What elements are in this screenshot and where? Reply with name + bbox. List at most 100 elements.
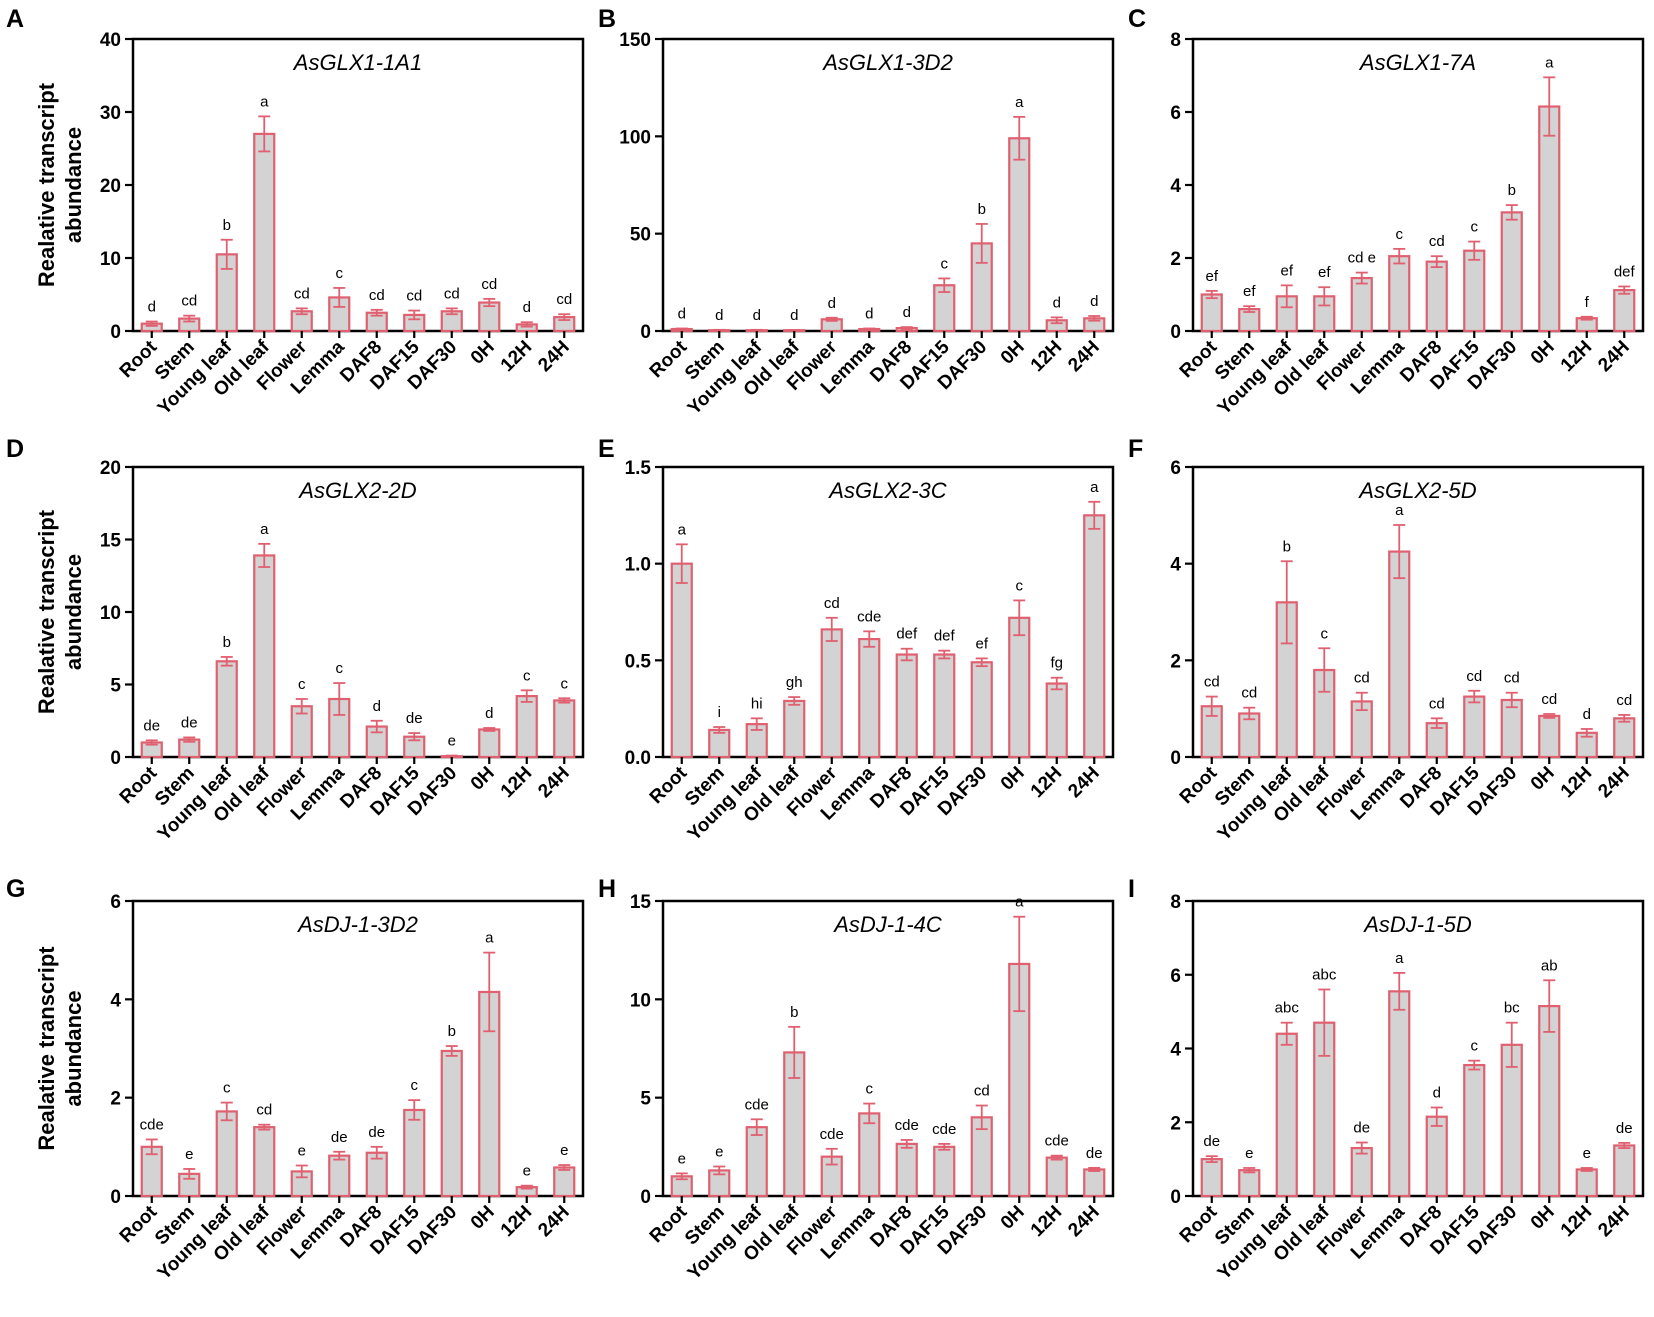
y-tick-label: 8 [1170, 30, 1181, 51]
significance-label: e [1583, 1145, 1591, 1162]
y-tick-label: 8 [1170, 892, 1181, 913]
bar [253, 554, 276, 759]
panel-letter: G [6, 875, 25, 903]
bar [1350, 276, 1373, 333]
y-axis-label-line1: Realative transcript [34, 509, 59, 714]
significance-label: cde [895, 1117, 919, 1134]
panel-letter: B [598, 5, 616, 33]
significance-label: gh [786, 674, 803, 691]
y-tick-label: 20 [100, 176, 121, 197]
y-tick-label: 4 [1170, 176, 1181, 197]
y-tick-label: 6 [1170, 103, 1181, 124]
bar [1538, 105, 1561, 333]
significance-label: ef [1280, 262, 1293, 279]
significance-label: d [1090, 293, 1098, 310]
significance-label: cd [1466, 668, 1482, 685]
significance-label: cde [140, 1116, 164, 1133]
bar [1200, 1158, 1223, 1198]
significance-label: b [1283, 538, 1291, 555]
bar [553, 699, 576, 759]
bar [933, 1145, 956, 1198]
significance-label: cd [181, 293, 197, 310]
bar [1425, 260, 1448, 333]
y-tick-label: 5 [640, 1089, 651, 1110]
panel-letter: D [6, 435, 24, 463]
significance-label: de [181, 714, 198, 731]
panel-letter: C [1128, 5, 1146, 33]
significance-label: cd [406, 288, 422, 305]
x-tick-label: 12H [1557, 1202, 1596, 1241]
x-tick-label: 24H [1064, 1202, 1103, 1241]
significance-label: cd [369, 287, 385, 304]
significance-label: b [223, 217, 231, 234]
significance-label: cd [294, 285, 310, 302]
x-tick-label: 0H [997, 337, 1029, 369]
chart-title: AsGLX2-3C [827, 478, 946, 503]
bar [1500, 698, 1523, 759]
x-tick-label: 0H [467, 337, 499, 369]
y-tick-label: 0 [110, 748, 121, 769]
bar [1463, 1063, 1486, 1198]
y-tick-label: 10 [630, 990, 651, 1011]
bar [745, 1126, 768, 1198]
y-tick-label: 0 [110, 1187, 121, 1208]
bar [708, 728, 731, 759]
bar [215, 660, 238, 759]
significance-label: cd [1429, 233, 1445, 250]
significance-label: d [715, 307, 723, 324]
bar [970, 661, 993, 759]
bar [1200, 293, 1223, 333]
y-tick-label: 150 [619, 30, 651, 51]
y-tick-label: 0.5 [625, 651, 652, 672]
y-axis-label-line2: abundance [61, 990, 86, 1106]
significance-label: f [1585, 294, 1590, 311]
x-tick-label: 12H [1027, 763, 1066, 802]
significance-label: b [448, 1023, 456, 1040]
x-tick-label: 12H [497, 337, 536, 376]
significance-label: e [715, 1144, 723, 1161]
significance-label: bc [1504, 1000, 1520, 1017]
y-tick-label: 1.0 [625, 555, 651, 576]
y-axis-label-line1: Realative transcript [34, 82, 59, 287]
x-tick-label: Root [1176, 1201, 1222, 1247]
significance-label: d [1583, 706, 1591, 723]
significance-label: e [185, 1146, 193, 1163]
x-tick-label: 24H [1064, 763, 1103, 802]
chart-panel-d: D Realative transcriptabundance 0 5 10 15 20 As… [6, 435, 585, 845]
x-tick-label: Root [116, 1201, 162, 1247]
bar [783, 699, 806, 759]
significance-label: d [485, 705, 493, 722]
x-tick-label: 12H [1027, 1202, 1066, 1241]
significance-label: cde [1045, 1133, 1069, 1150]
x-tick-label: 0H [467, 763, 499, 795]
significance-label: c [1016, 577, 1024, 594]
plot-frame [661, 37, 1115, 333]
x-tick-label: Root [116, 762, 162, 808]
y-tick-label: 30 [100, 103, 121, 124]
plot-frame [661, 465, 1115, 759]
y-tick-label: 1.5 [625, 458, 652, 479]
significance-label: cd [556, 291, 572, 308]
y-axis-label-line2: abundance [61, 127, 86, 243]
panel-letter: E [598, 435, 615, 463]
chart-panel-g: G Realative transcriptabundance 0 2 4 6 AsDJ-1… [6, 875, 585, 1284]
chart-title: AsDJ-1-3D2 [296, 912, 418, 937]
significance-label: c [1321, 625, 1329, 642]
significance-label: b [1508, 182, 1516, 199]
x-tick-label: 24H [1594, 337, 1633, 376]
significance-label: e [523, 1163, 531, 1180]
significance-label: b [223, 634, 231, 651]
y-tick-label: 0 [110, 322, 121, 343]
plot-frame [1191, 899, 1645, 1198]
significance-label: abc [1275, 1000, 1300, 1017]
chart-title: AsGLX2-5D [1357, 478, 1476, 503]
significance-label: cd [1204, 674, 1220, 691]
bar [1463, 695, 1486, 759]
x-tick-label: 0H [467, 1202, 499, 1234]
plot-frame [1191, 465, 1645, 759]
significance-label: i [718, 704, 721, 721]
x-tick-label: 12H [497, 1202, 536, 1241]
y-tick-label: 100 [619, 127, 651, 148]
